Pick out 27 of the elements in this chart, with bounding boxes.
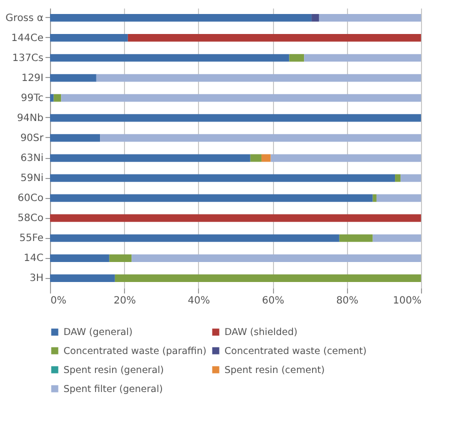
legend-label: DAW (shielded) [224, 327, 298, 338]
y-tick-label: 59Ni [20, 173, 44, 184]
y-tick-label: 63Ni [20, 153, 44, 164]
y-tick-label: 137Cs [12, 52, 44, 64]
x-tick-label: 100% [392, 296, 422, 306]
y-tick-label: 94Nb [16, 112, 44, 124]
y-tick-label: 14C [24, 253, 44, 264]
legend-label: Spent filter (general) [64, 384, 163, 395]
y-tick-label: Gross α [6, 12, 44, 24]
x-tick-label: 80% [336, 296, 358, 306]
legend-label: Spent resin (general) [64, 364, 164, 376]
x-tick-label: 0% [50, 296, 66, 306]
legend-label: Spent resin (cement) [224, 364, 325, 376]
y-tick-label: 55Fe [19, 233, 44, 244]
y-tick-label: 144Ce [11, 32, 44, 44]
x-tick-label: 40% [188, 296, 210, 306]
legend-label: DAW (general) [64, 327, 133, 338]
y-tick-label: 90Sr [20, 132, 44, 144]
y-tick-label: 58Co [18, 213, 44, 224]
legend-label: Concentrated waste (cement) [224, 346, 367, 357]
y-tick-label: 3H [30, 273, 44, 284]
x-tick-label: 60% [262, 296, 284, 306]
x-tick-label: 20% [114, 296, 136, 306]
y-tick-label: 99Tc [20, 92, 44, 104]
y-tick-label: 129I [21, 72, 44, 84]
y-tick-label: 60Co [18, 193, 44, 204]
legend-label: Concentrated waste (paraffin) [64, 346, 206, 357]
